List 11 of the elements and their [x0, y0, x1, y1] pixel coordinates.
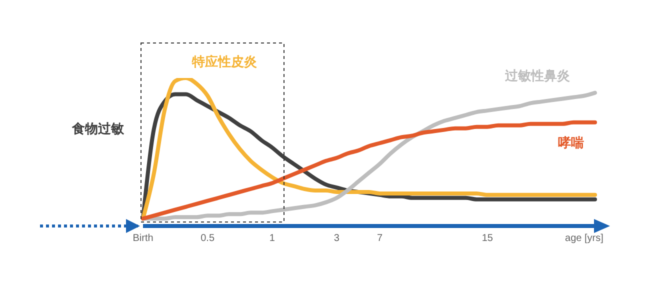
x-tick-label: 3: [334, 233, 340, 244]
series-label: 过敏性鼻炎: [505, 67, 570, 85]
x-tick-label: 7: [376, 233, 383, 244]
series-label: 哮喘: [558, 134, 584, 152]
x-tick-label: 1: [269, 233, 276, 244]
series-label: 特应性皮炎: [192, 53, 257, 71]
x-tick-label: age [yrs]: [565, 233, 604, 244]
x-tick-label: 15: [482, 233, 494, 244]
x-tick-label: 0.5: [200, 233, 215, 244]
x-tick-label: Birth: [132, 233, 154, 244]
text: 食物过敏: [72, 120, 124, 138]
